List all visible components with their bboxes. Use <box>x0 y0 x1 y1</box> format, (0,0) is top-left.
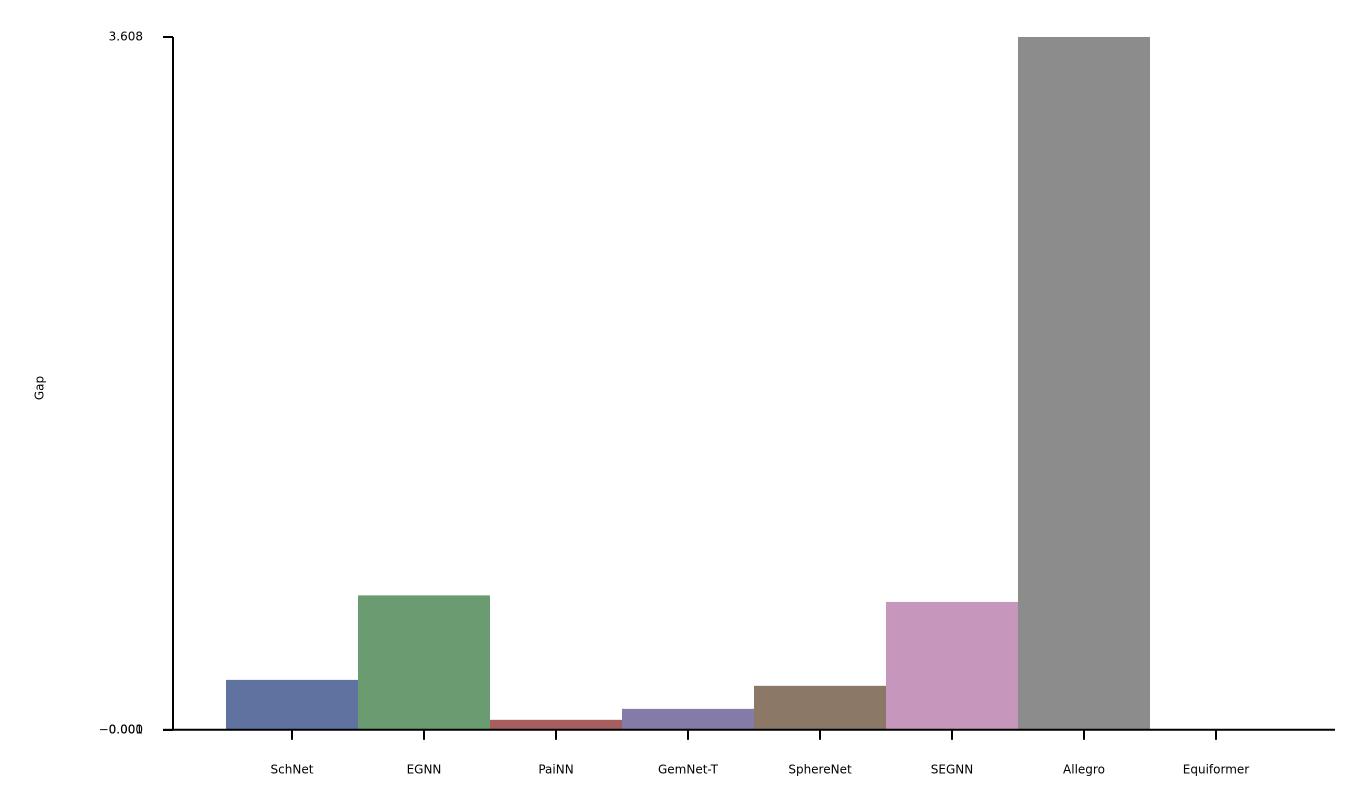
y-tick-label: −0.001 <box>99 723 143 737</box>
x-tick-label: SchNet <box>271 762 314 776</box>
x-tick-label: SEGNN <box>931 762 973 776</box>
bar <box>358 595 490 730</box>
x-tick-label: PaiNN <box>538 762 573 776</box>
x-tick-label: GemNet-T <box>658 762 719 776</box>
y-axis-label: Gap <box>33 376 47 400</box>
y-tick-label: 0.000 <box>109 722 143 736</box>
x-tick-label: EGNN <box>407 762 442 776</box>
x-tick-label: Allegro <box>1063 762 1105 776</box>
x-tick-label: Equiformer <box>1183 762 1250 776</box>
bar <box>754 685 886 730</box>
x-tick-label: SphereNet <box>788 762 852 776</box>
bar <box>226 679 358 730</box>
y-tick-label: 3.608 <box>109 30 143 44</box>
bar <box>886 601 1018 730</box>
bar <box>622 708 754 730</box>
bar <box>490 719 622 730</box>
bar <box>1018 37 1150 730</box>
